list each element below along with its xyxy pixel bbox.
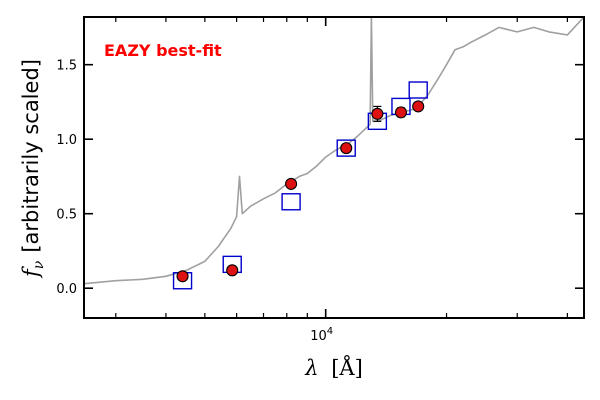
x-axis-label: λ [Å]	[304, 355, 363, 380]
template-flux-square	[281, 193, 301, 211]
y-axis-subscript: ν	[31, 260, 47, 269]
x-axis-symbol: λ	[304, 356, 318, 380]
x-tick-label: 104	[310, 326, 333, 344]
y-tick-label: 0.5	[56, 208, 77, 223]
legend-label: EAZY best-fit	[104, 41, 222, 60]
y-tick-label: 1.0	[56, 133, 77, 148]
observed-flux-point	[340, 142, 353, 155]
observed-flux-point	[371, 107, 384, 120]
observed-flux-point	[226, 264, 239, 277]
y-axis-label: fν [arbitrarily scaled]	[19, 59, 47, 279]
observed-flux-point	[176, 270, 189, 283]
plot-area	[84, 17, 584, 290]
y-tick-label: 1.5	[56, 59, 77, 74]
svg-text:fν[arbitrarily scaled]: fν [arbitrarily scaled]	[19, 59, 47, 279]
y-tick-label: 0.0	[56, 282, 77, 297]
template-flux-square	[408, 81, 428, 99]
y-axis-text: [arbitrarily scaled]	[19, 59, 43, 253]
template-spectrum-line	[84, 17, 584, 285]
plot-frame	[83, 16, 585, 319]
x-axis-unit: [Å]	[331, 355, 363, 380]
y-axis-symbol: f	[19, 266, 43, 279]
observed-flux-point	[285, 177, 298, 190]
axes: 0.0 0.5 1.0 1.5 104	[56, 16, 585, 344]
observed-flux-point	[412, 100, 425, 113]
svg-text:λ [Å]: λ [Å]	[304, 355, 363, 380]
observed-flux-point	[394, 106, 408, 119]
template-flux-square	[336, 139, 356, 157]
